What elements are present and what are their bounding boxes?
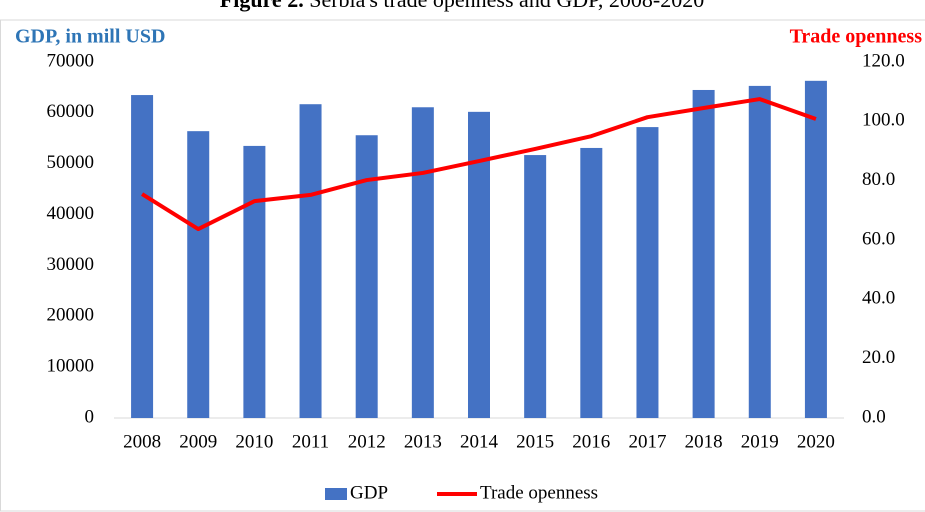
x-tick-label: 2017: [628, 431, 666, 452]
bar: [468, 111, 490, 418]
y2-tick-label: 40.0: [862, 288, 895, 309]
bar: [636, 127, 659, 419]
bar: [131, 95, 154, 419]
x-tick-label: 2011: [292, 431, 329, 452]
bar: [243, 145, 266, 418]
bar: [411, 107, 434, 419]
x-tick-label: 2009: [179, 431, 217, 452]
y2-tick-label: 80.0: [862, 169, 895, 190]
bar: [804, 80, 827, 419]
y2-tick-label: 0.0: [862, 406, 886, 427]
x-tick-label: 2016: [572, 431, 610, 452]
line: [141, 97, 817, 232]
y2-tick-label: 120.0: [862, 50, 905, 71]
y2-axis-label: Trade openness: [790, 26, 923, 48]
legend-label: Trade openness: [480, 482, 598, 503]
x-tick-label: 2010: [235, 431, 273, 452]
x-tick-label: 2015: [516, 431, 554, 452]
y2-tick-label: 20.0: [862, 347, 895, 368]
y-tick-label: 50000: [47, 152, 95, 173]
x-tick-label: 2013: [404, 431, 442, 452]
y-tick-label: 20000: [47, 305, 95, 326]
y-tick-label: 60000: [47, 101, 95, 122]
bar: [299, 104, 322, 418]
y-tick-label: 10000: [47, 356, 95, 377]
y-axis-label: GDP, in mill USD: [15, 26, 165, 48]
x-tick-label: 2008: [123, 431, 161, 452]
bar: [524, 155, 547, 418]
y-tick-label: 70000: [47, 50, 95, 71]
legend-swatch: [325, 488, 347, 500]
x-tick-label: 2014: [460, 431, 499, 452]
bar: [187, 131, 210, 418]
title-label: Figure 2.: [220, 0, 304, 12]
x-tick-label: 2012: [348, 431, 386, 452]
chart-border: [0, 19, 925, 512]
x-tick-label: 2018: [685, 431, 723, 452]
title-text: Serbia's trade openness and GDP, 2008-20…: [309, 0, 704, 12]
x-tick-label: 2019: [741, 431, 779, 452]
y2-tick-label: 100.0: [862, 110, 905, 131]
y-tick-label: 30000: [47, 254, 95, 275]
y-tick-label: 40000: [47, 203, 95, 224]
bar: [355, 135, 378, 418]
bar: [748, 85, 771, 418]
bar: [692, 89, 715, 418]
y2-tick-label: 60.0: [862, 228, 895, 249]
x-tick-label: 2020: [797, 431, 835, 452]
legend-label: GDP: [350, 482, 388, 503]
y-tick-label: 0: [85, 406, 95, 427]
chart-title: Figure 2. Serbia's trade openness and GD…: [220, 0, 704, 12]
bar: [580, 147, 603, 418]
